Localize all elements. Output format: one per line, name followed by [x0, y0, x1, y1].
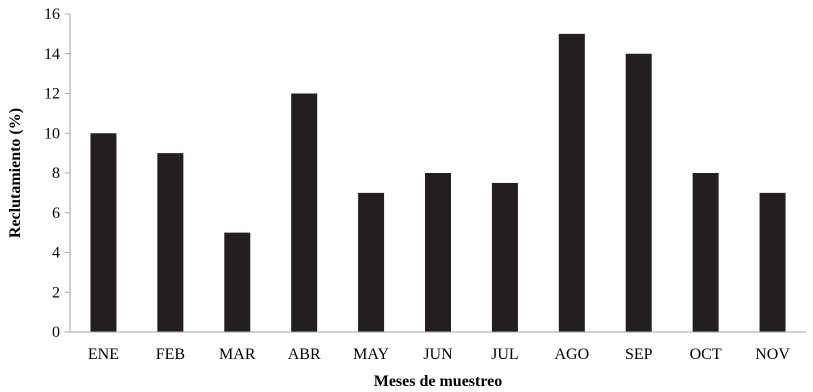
- bar-nov: [759, 192, 786, 332]
- bar-oct: [692, 173, 719, 332]
- x-tick-label: FEB: [156, 346, 185, 363]
- bar-abr: [291, 93, 318, 332]
- y-tick-label: 8: [52, 165, 60, 182]
- bars: [90, 33, 786, 332]
- y-tick-label: 4: [52, 245, 60, 262]
- bar-ene: [90, 133, 117, 332]
- bar-sep: [625, 53, 652, 332]
- y-axis-ticks: 0 2 4 6 8 10 12 14 16: [44, 6, 70, 341]
- bar-ago: [558, 33, 585, 332]
- x-tick-label: AGO: [554, 346, 589, 363]
- x-tick-label: MAR: [219, 346, 256, 363]
- bar-feb: [157, 153, 184, 332]
- x-axis-title: Meses de muestreo: [374, 373, 503, 390]
- x-axis-ticks: ENE FEB MAR ABR MAY JUN JUL AGO SEP OCT NOV: [88, 346, 790, 363]
- x-tick-label: JUN: [423, 346, 453, 363]
- y-tick-label: 2: [52, 284, 60, 301]
- y-tick-label: 14: [44, 46, 60, 63]
- y-tick-label: 12: [44, 86, 60, 103]
- y-tick-label: 6: [52, 205, 60, 222]
- y-tick-label: 10: [44, 125, 60, 142]
- y-axis-title: Reclutamiento (%): [7, 108, 24, 238]
- y-tick-label: 16: [44, 6, 60, 23]
- bar-mar: [224, 232, 251, 332]
- x-tick-label: ABR: [288, 346, 321, 363]
- x-tick-label: ENE: [88, 346, 119, 363]
- bar-jun: [425, 173, 451, 332]
- x-tick-label: NOV: [755, 346, 790, 363]
- bar-may: [358, 192, 385, 332]
- x-tick-label: SEP: [625, 346, 653, 363]
- x-tick-label: JUL: [491, 346, 519, 363]
- bar-jul: [491, 182, 518, 332]
- x-tick-label: MAY: [353, 346, 389, 363]
- y-tick-label: 0: [52, 324, 60, 341]
- x-tick-label: OCT: [690, 346, 722, 363]
